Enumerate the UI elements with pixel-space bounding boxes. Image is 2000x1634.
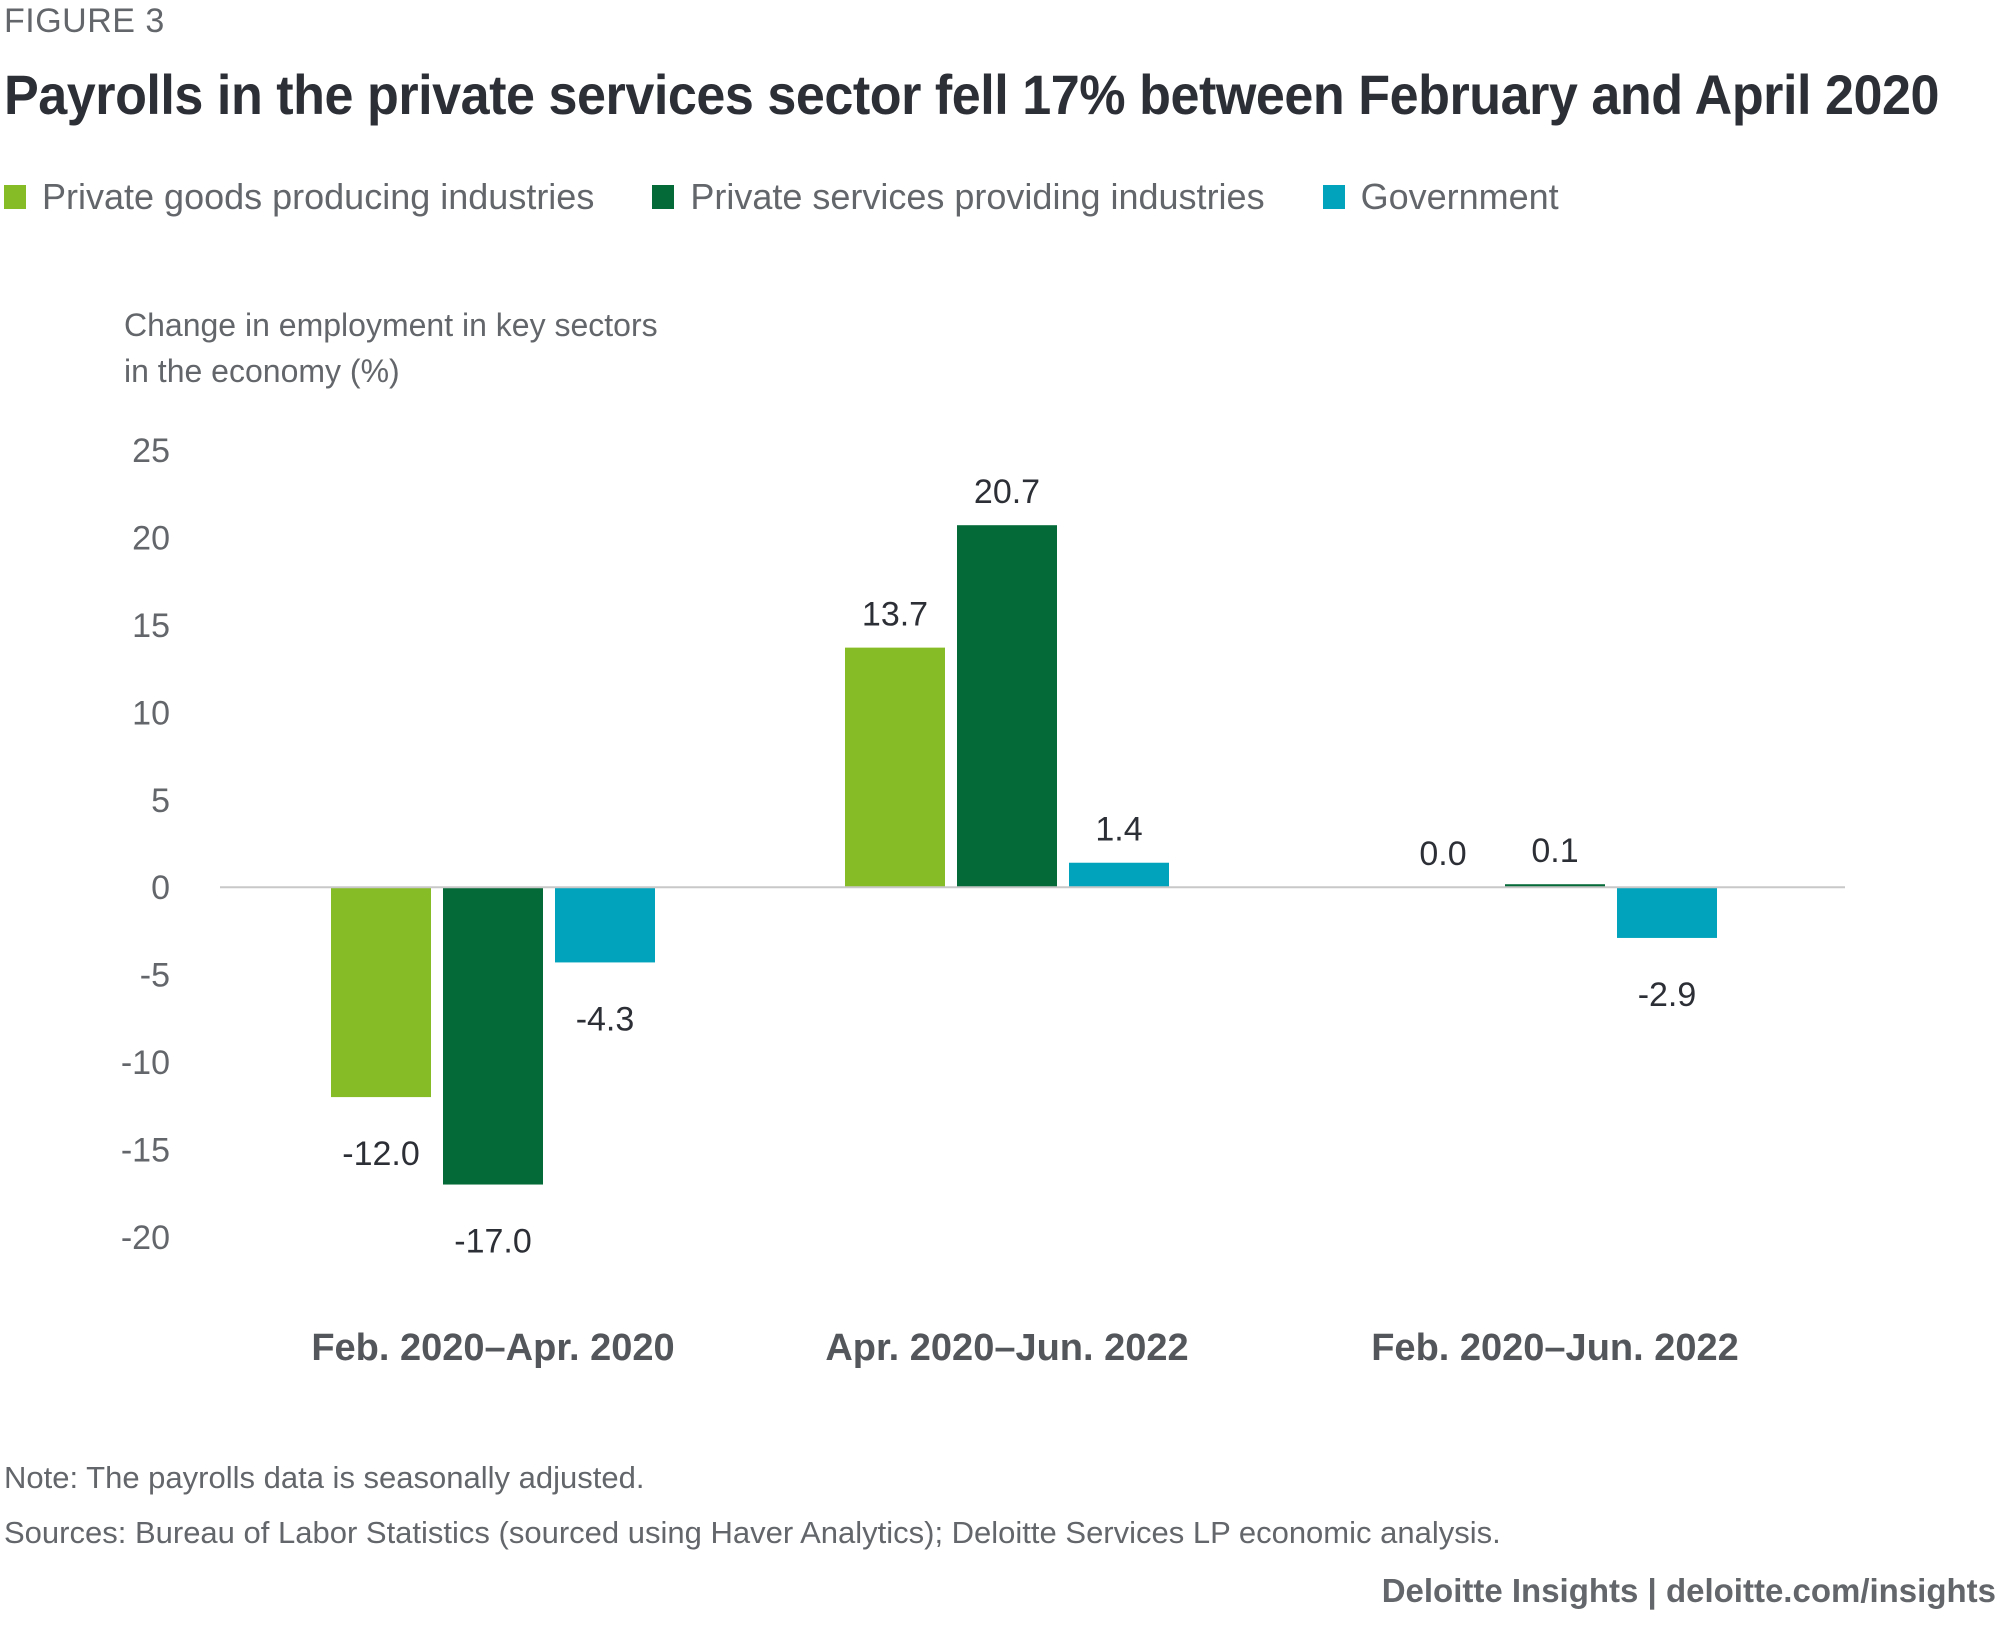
x-axis-labels: Feb. 2020–Apr. 2020 Apr. 2020–Jun. 2022 Fe… [311, 1327, 1738, 1369]
legend-label-government: Government [1360, 176, 1559, 217]
note: Note: The payrolls data is seasonally ad… [4, 1460, 645, 1495]
bar-services-0 [443, 887, 543, 1185]
legend-item-government: Government [1322, 176, 1559, 218]
x-tick-label: Feb. 2020–Jun. 2022 [1371, 1327, 1739, 1369]
legend-item-services: Private services providing industries [652, 176, 1265, 218]
bar-value-labels: -12.0 -17.0 -4.3 13.7 20.7 1.4 0.0 0.1 -2.9 [342, 473, 1696, 1260]
bar-services-2 [1505, 884, 1605, 888]
bar-goods-0 [331, 887, 431, 1098]
legend-swatch-goods [4, 185, 26, 209]
legend-swatch-government [1322, 185, 1345, 209]
y-tick-label: -5 [140, 957, 170, 995]
x-tick-label: Apr. 2020–Jun. 2022 [825, 1327, 1188, 1369]
y-tick-label: 0 [151, 869, 170, 907]
y-tick-label: 10 [132, 694, 170, 732]
legend-label-goods: Private goods producing industries [42, 176, 595, 217]
bar-services-1 [957, 525, 1057, 888]
bar-value-label: 0.1 [1531, 832, 1578, 870]
x-tick-label: Feb. 2020–Apr. 2020 [311, 1327, 674, 1369]
y-axis-ticks: 25 20 15 10 5 0 -5 -10 -15 -20 [121, 432, 170, 1257]
bar-value-label: 13.7 [862, 596, 928, 634]
bar-government-1 [1069, 862, 1169, 888]
bars [331, 525, 1717, 1185]
y-axis-title: Change in employment in key sectors in t… [124, 302, 658, 394]
bar-government-0 [555, 887, 655, 963]
bar-goods-1 [845, 647, 945, 888]
chart-title: Payrolls in the private services sector … [4, 63, 1939, 126]
figure-label: FIGURE 3 [4, 2, 165, 40]
credit: Deloitte Insights | deloitte.com/insight… [1381, 1572, 1996, 1609]
bar-value-label: -4.3 [576, 1000, 635, 1038]
bar-value-label: 0.0 [1419, 835, 1466, 873]
bar-government-2 [1617, 887, 1717, 938]
bar-value-label: -2.9 [1638, 976, 1697, 1014]
y-tick-label: -20 [121, 1219, 170, 1257]
y-tick-label: 25 [132, 432, 170, 470]
legend-swatch-services [652, 185, 675, 209]
legend: Private goods producing industries Priva… [4, 176, 1617, 218]
legend-item-goods: Private goods producing industries [4, 176, 594, 218]
y-tick-label: 5 [151, 782, 170, 820]
bar-value-label: 1.4 [1095, 811, 1142, 849]
bar-value-label: 20.7 [974, 473, 1040, 511]
bar-value-label: -12.0 [342, 1135, 420, 1173]
y-tick-label: 15 [132, 607, 170, 645]
y-tick-label: -10 [121, 1044, 170, 1082]
bar-value-label: -17.0 [454, 1223, 532, 1261]
sources: Sources: Bureau of Labor Statistics (sou… [4, 1515, 1501, 1550]
y-tick-label: 20 [132, 519, 170, 557]
y-tick-label: -15 [121, 1132, 170, 1170]
y-axis-title-line-2: in the economy (%) [124, 353, 400, 389]
legend-label-services: Private services providing industries [690, 176, 1265, 217]
y-axis-title-line-1: Change in employment in key sectors [124, 307, 658, 343]
